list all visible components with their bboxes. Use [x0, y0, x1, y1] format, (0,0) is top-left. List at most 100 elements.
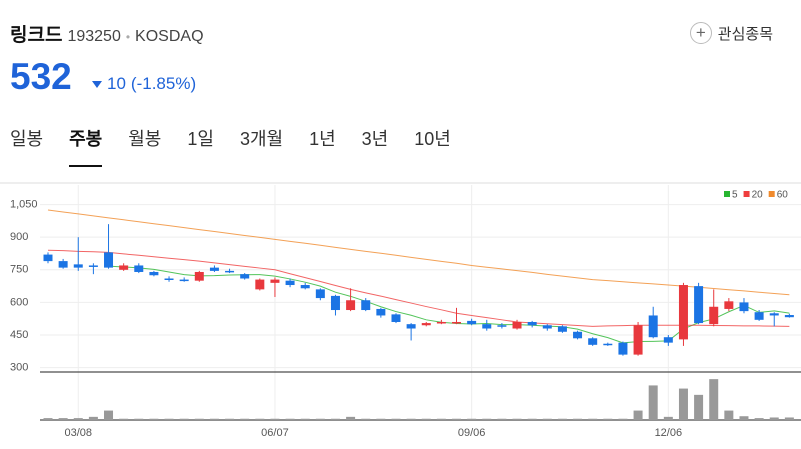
volume-bar: [391, 418, 401, 420]
x-tick-label: 03/08: [64, 427, 92, 439]
period-tab[interactable]: 월봉: [128, 129, 162, 149]
volume-bar: [784, 417, 794, 420]
volume-bar: [330, 418, 340, 420]
change: 10 (-1.85%): [92, 74, 196, 94]
candle-body: [225, 270, 235, 273]
candle-body: [300, 285, 310, 289]
volume-bar: [134, 418, 144, 420]
candle-body: [588, 338, 598, 345]
y-tick-label: 750: [10, 264, 28, 276]
period-tab[interactable]: 일봉: [10, 129, 44, 149]
candle-body: [58, 261, 68, 268]
candle-body: [88, 265, 98, 267]
candle-body: [663, 337, 673, 343]
candle-body: [694, 286, 704, 324]
candle-body: [164, 278, 174, 280]
period-tab[interactable]: 주봉: [69, 125, 103, 167]
candle-body: [361, 300, 371, 311]
volume-bar: [618, 418, 628, 420]
volume-bar: [633, 410, 643, 420]
candle-body: [73, 264, 83, 268]
change-pct: (-1.85%): [130, 74, 197, 93]
watch-button[interactable]: + 관심종목: [689, 22, 773, 44]
y-tick-label: 450: [10, 329, 28, 341]
volume-bar: [739, 416, 749, 420]
legend-swatch: [768, 191, 775, 197]
period-tab[interactable]: 1년: [309, 129, 336, 149]
candle-body: [421, 323, 431, 326]
candle-body: [573, 331, 583, 339]
candle-body: [739, 302, 749, 312]
volume-bar: [754, 418, 764, 420]
x-tick-label: 09/06: [458, 427, 486, 439]
volume-bar: [240, 418, 250, 420]
legend-label: 60: [777, 190, 789, 201]
volume-bar: [497, 418, 507, 420]
volume-bar: [603, 418, 613, 420]
volume-bar: [648, 385, 658, 420]
volume-bar: [346, 416, 356, 420]
candle-body: [436, 321, 446, 324]
candle-body: [376, 308, 386, 316]
volume-bar: [376, 418, 386, 420]
moving-average: [47, 209, 790, 296]
volume-bar: [452, 418, 462, 420]
candle-body: [557, 326, 567, 332]
volume-bar: [149, 418, 159, 420]
watch-label: 관심종목: [717, 25, 773, 43]
volume-bar: [724, 410, 734, 420]
volume-bar: [436, 418, 446, 420]
price: 532: [10, 56, 72, 97]
legend-label: 20: [752, 190, 764, 201]
volume-bar: [73, 418, 83, 420]
volume-bar: [300, 418, 310, 420]
period-tab[interactable]: 3년: [361, 129, 389, 149]
candle-body: [603, 343, 613, 346]
candle-body: [209, 267, 219, 271]
candle-body: [633, 325, 643, 355]
volume-bar: [270, 418, 280, 420]
tabs: 일봉 주봉 월봉 1일 3개월 1년 3년 10년: [10, 125, 477, 167]
candle-body: [482, 324, 492, 329]
candle-body: [784, 315, 794, 318]
volume-bar: [406, 418, 416, 420]
down-arrow: [92, 80, 102, 88]
volume-bar: [512, 418, 522, 420]
candle-body: [618, 342, 628, 355]
candle-body: [104, 252, 114, 268]
candle-body: [285, 280, 295, 286]
volume-bar: [58, 418, 68, 420]
volume-bar: [255, 418, 265, 420]
x-tick-label: 12/06: [655, 427, 683, 439]
candle-body: [194, 271, 204, 281]
candle-body: [542, 325, 552, 329]
candle-body: [179, 279, 189, 282]
volume-bar: [225, 418, 235, 420]
change-value: 10: [107, 74, 126, 93]
y-tick-label: 1,050: [10, 198, 38, 210]
volume-bar: [663, 416, 673, 420]
volume-bar: [467, 418, 477, 420]
moving-average: [108, 265, 790, 344]
volume-bar: [43, 418, 53, 420]
candle-body: [467, 320, 477, 325]
candle-body: [149, 271, 159, 276]
candle-body: [497, 325, 507, 327]
volume-bar: [542, 418, 552, 420]
volume-bar: [179, 418, 189, 420]
period-tab[interactable]: 10년: [414, 129, 451, 149]
period-tab[interactable]: 3개월: [239, 129, 284, 149]
candle-body: [406, 324, 416, 329]
market: KOSDAQ: [135, 28, 204, 45]
x-tick-label: 06/07: [261, 427, 289, 439]
candle-body: [330, 295, 340, 311]
candle-body: [709, 306, 719, 325]
period-tab[interactable]: 1일: [187, 129, 214, 149]
candle-body: [754, 312, 764, 320]
candle-body: [315, 289, 325, 299]
volume-bar: [694, 394, 704, 420]
y-tick-label: 900: [10, 231, 28, 243]
volume-bar: [104, 410, 114, 420]
